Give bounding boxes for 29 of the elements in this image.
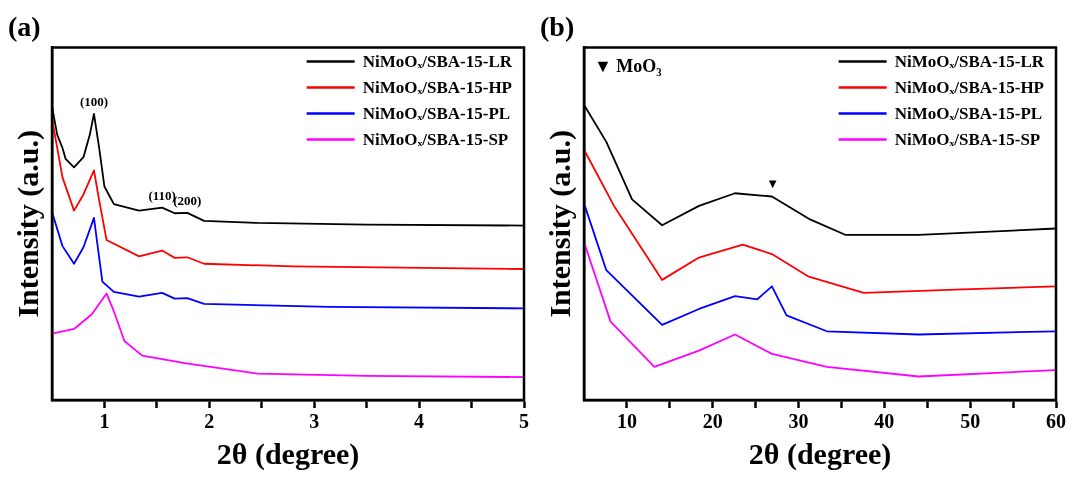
legend-label: NiMoOₓ/SBA-15-HP <box>894 77 1044 97</box>
legend-label: NiMoOₓ/SBA-15-LR <box>894 51 1045 71</box>
legend-label: NiMoOₓ/SBA-15-PL <box>362 103 511 123</box>
legend-label: NiMoOₓ/SBA-15-PL <box>894 103 1043 123</box>
annotation: (100) <box>79 93 109 109</box>
x-tick-label: 1 <box>99 410 110 433</box>
chart-title: (b) <box>540 11 575 43</box>
legend-label: NiMoOₓ/SBA-15-HP <box>362 77 512 97</box>
legend-label: NiMoOₓ/SBA-15-SP <box>894 129 1041 149</box>
annotation: (110) <box>148 187 176 203</box>
y-axis-title: Intensity (a.u.) <box>542 130 577 318</box>
x-tick-label: 2 <box>204 410 215 433</box>
text: ▼ MoO₃ <box>594 55 663 76</box>
x-tick-label: 60 <box>1046 410 1066 433</box>
x-tick-label: 10 <box>616 410 637 433</box>
legend-label: NiMoOₓ/SBA-15-SP <box>362 129 509 149</box>
x-axis-title: 2θ (degree) <box>748 436 892 471</box>
x-tick-label: 4 <box>414 410 425 433</box>
x-tick-label: 50 <box>960 410 981 433</box>
x-tick-label: 3 <box>309 410 320 433</box>
x-tick-label: 30 <box>788 410 809 433</box>
legend-label: NiMoOₓ/SBA-15-LR <box>362 51 513 71</box>
chart-title: (a) <box>8 11 41 43</box>
x-tick-label: 40 <box>874 410 895 433</box>
x-tick-label: 5 <box>519 410 529 433</box>
y-axis-title: Intensity (a.u.) <box>10 130 45 318</box>
x-axis-title: 2θ (degree) <box>216 436 360 471</box>
x-tick-label: 20 <box>702 410 723 433</box>
annotation: ▼ <box>766 176 780 192</box>
